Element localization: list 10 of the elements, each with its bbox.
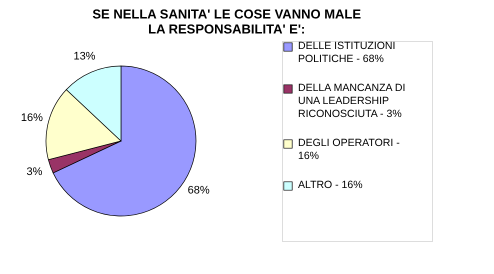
legend-label: DELLE ISTITUZIONI POLITICHE - 68%	[298, 40, 396, 65]
legend-label: DELLA MANCANZA DI UNA LEADERSHIP RICONOSCIUTA - 3%	[298, 82, 406, 120]
data-label: 16%	[20, 112, 44, 124]
text: SE NELLA SANITA' LE COSE VANNO MALE	[92, 6, 362, 22]
text: LA RESPONSABILITA' E':	[148, 22, 306, 36]
data-label: 13%	[73, 50, 96, 63]
legend-label: DEGLI OPERATORI - 16%	[298, 137, 400, 162]
legend-label: ALTRO - 16%	[298, 179, 363, 191]
data-label: 3%	[26, 166, 43, 178]
data-label: 68%	[188, 184, 210, 196]
